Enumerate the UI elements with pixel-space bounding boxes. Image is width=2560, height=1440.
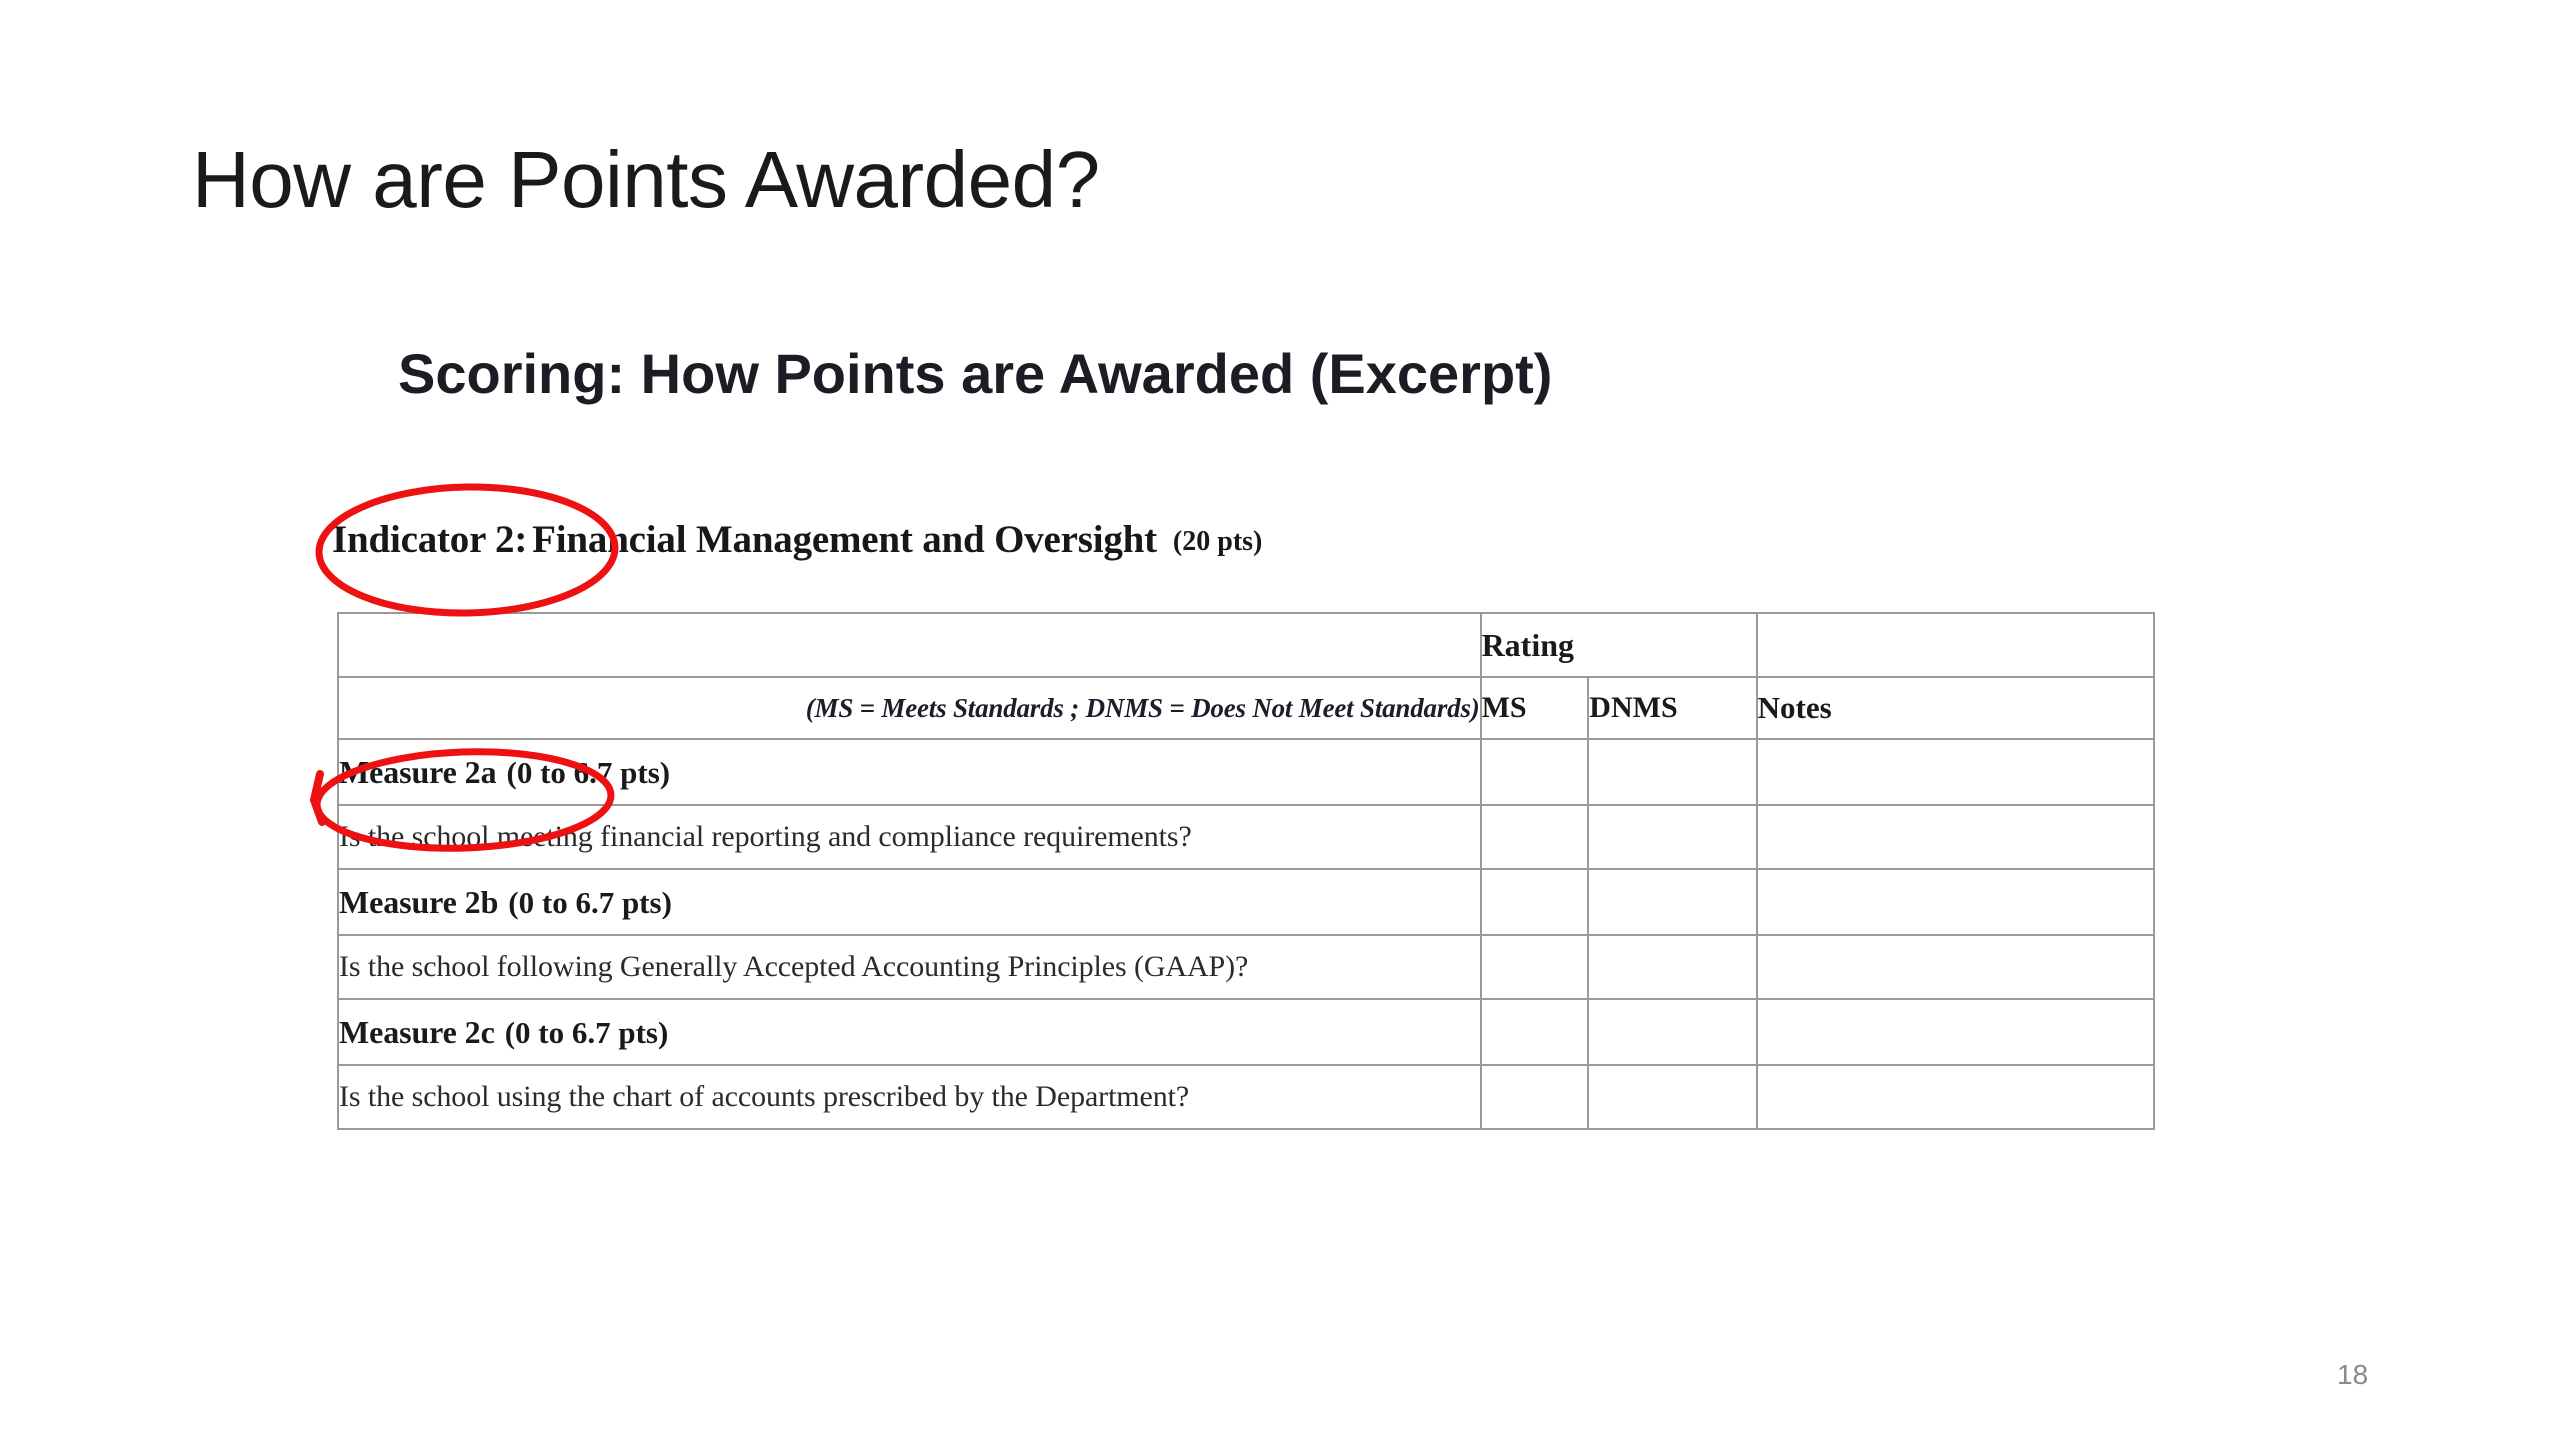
question-cell: Is the school meeting financial reportin… <box>337 804 1482 870</box>
red-tick-mark <box>309 770 326 826</box>
header-notes-cell: Notes <box>1755 676 2156 740</box>
header-rating-cell: Rating <box>1479 612 1758 678</box>
measure-points: (0 to 6.7 pts) <box>506 754 671 790</box>
slide-page-number: 18 <box>2337 1359 2369 1390</box>
rating-ms-cell[interactable] <box>1479 738 1590 806</box>
question-cell: Is the school following Generally Accept… <box>337 934 1482 1000</box>
rating-ms-cell[interactable] <box>1479 998 1590 1066</box>
rating-dnms-cell[interactable] <box>1587 1064 1758 1130</box>
table-header-row-2: (MS = Meets Standards ; DNMS = Does Not … <box>337 676 2156 740</box>
rating-ms-cell[interactable] <box>1479 1064 1590 1130</box>
header-ms-cell: MS <box>1479 676 1590 740</box>
indicator-title: Financial Management and Oversight <box>532 518 1157 561</box>
measure-name: Measure 2c <box>339 1013 495 1050</box>
table-row: Is the school following Generally Accept… <box>337 934 2156 1000</box>
rating-dnms-cell[interactable] <box>1587 804 1758 870</box>
header-dnms-cell: DNMS <box>1587 676 1758 740</box>
table-row: Is the school meeting financial reportin… <box>337 804 2156 870</box>
question-text: Is the school following Generally Accept… <box>339 950 1249 983</box>
header-blank-notes-cell <box>1755 612 2156 678</box>
question-text: Is the school meeting financial reportin… <box>339 820 1192 853</box>
measure-name: Measure 2b <box>339 883 499 920</box>
measure-name: Measure 2a <box>339 753 497 790</box>
measure-points: (0 to 6.7 pts) <box>504 1014 669 1050</box>
question-text: Is the school using the chart of account… <box>339 1080 1190 1113</box>
rating-ms-cell[interactable] <box>1479 868 1590 936</box>
rating-dnms-cell[interactable] <box>1587 868 1758 936</box>
indicator-points: (20 pts) <box>1172 526 1263 557</box>
notes-cell[interactable] <box>1755 804 2156 870</box>
measure-cell: Measure 2b (0 to 6.7 pts) <box>337 868 1482 936</box>
table-row: Measure 2a (0 to 6.7 pts) <box>337 738 2156 806</box>
indicator-label: Indicator 2: <box>332 518 528 561</box>
rating-ms-cell[interactable] <box>1479 934 1590 1000</box>
scoring-table: Rating (MS = Meets Standards ; DNMS = Do… <box>337 612 2156 1130</box>
notes-cell[interactable] <box>1755 934 2156 1000</box>
table-row: Measure 2b (0 to 6.7 pts) <box>337 868 2156 936</box>
document-subtitle: Scoring: How Points are Awarded (Excerpt… <box>398 342 1553 405</box>
rating-dnms-cell[interactable] <box>1587 934 1758 1000</box>
page-title: How are Points Awarded? <box>192 135 1100 224</box>
table-row: Is the school using the chart of account… <box>337 1064 2156 1130</box>
table-row: Measure 2c (0 to 6.7 pts) <box>337 998 2156 1066</box>
measure-cell: Measure 2c (0 to 6.7 pts) <box>337 998 1482 1066</box>
table-header-row-1: Rating <box>337 612 2156 678</box>
measure-points: (0 to 6.7 pts) <box>508 884 672 920</box>
rating-ms-cell[interactable] <box>1479 804 1590 870</box>
notes-cell[interactable] <box>1755 998 2156 1066</box>
notes-cell[interactable] <box>1755 868 2156 936</box>
header-blank-cell <box>337 612 1482 678</box>
rating-dnms-cell[interactable] <box>1587 998 1758 1066</box>
measure-cell: Measure 2a (0 to 6.7 pts) <box>337 738 1482 806</box>
indicator-heading: Indicator 2: Financial Management and Ove… <box>332 517 1262 562</box>
question-cell: Is the school using the chart of account… <box>337 1064 1482 1130</box>
legend-text: (MS = Meets Standards ; DNMS = Does Not … <box>805 692 1480 723</box>
legend-cell: (MS = Meets Standards ; DNMS = Does Not … <box>337 676 1482 740</box>
notes-cell[interactable] <box>1755 738 2156 806</box>
rating-dnms-cell[interactable] <box>1587 738 1758 806</box>
notes-cell[interactable] <box>1755 1064 2156 1130</box>
